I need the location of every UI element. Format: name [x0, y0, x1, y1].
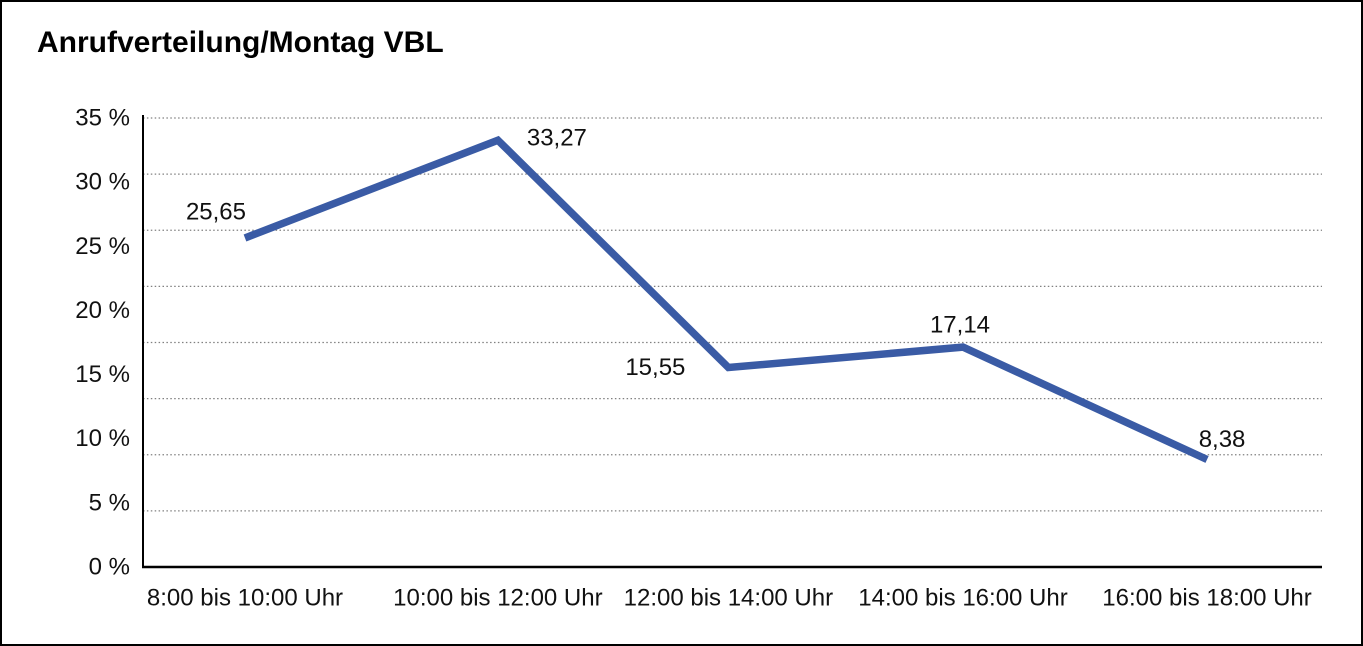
- x-category-label: 10:00 bis 12:00 Uhr: [393, 585, 602, 612]
- y-tick-label: 10 %: [75, 425, 130, 452]
- y-tick-label: 5 %: [89, 489, 130, 516]
- y-tick-label: 15 %: [75, 361, 130, 388]
- y-tick-label: 30 %: [75, 169, 130, 196]
- series-line: [243, 135, 1209, 463]
- y-tick-label: 20 %: [75, 297, 130, 324]
- data-value-label: 8,38: [1199, 426, 1246, 453]
- y-tick-label: 25 %: [75, 233, 130, 260]
- data-value-label: 33,27: [527, 125, 587, 152]
- chart-title: Anrufverteilung/Montag VBL: [37, 26, 444, 59]
- data-value-label: 25,65: [186, 198, 246, 225]
- y-tick-label: 0 %: [89, 554, 130, 581]
- y-tick-label: 35 %: [75, 105, 130, 132]
- x-category-label: 12:00 bis 14:00 Uhr: [624, 585, 833, 612]
- x-category-label: 8:00 bis 10:00 Uhr: [147, 585, 343, 612]
- data-value-label: 15,55: [625, 354, 685, 381]
- x-category-label: 16:00 bis 18:00 Uhr: [1102, 585, 1311, 612]
- data-value-label: 17,14: [930, 312, 990, 339]
- x-category-label: 14:00 bis 16:00 Uhr: [858, 585, 1067, 612]
